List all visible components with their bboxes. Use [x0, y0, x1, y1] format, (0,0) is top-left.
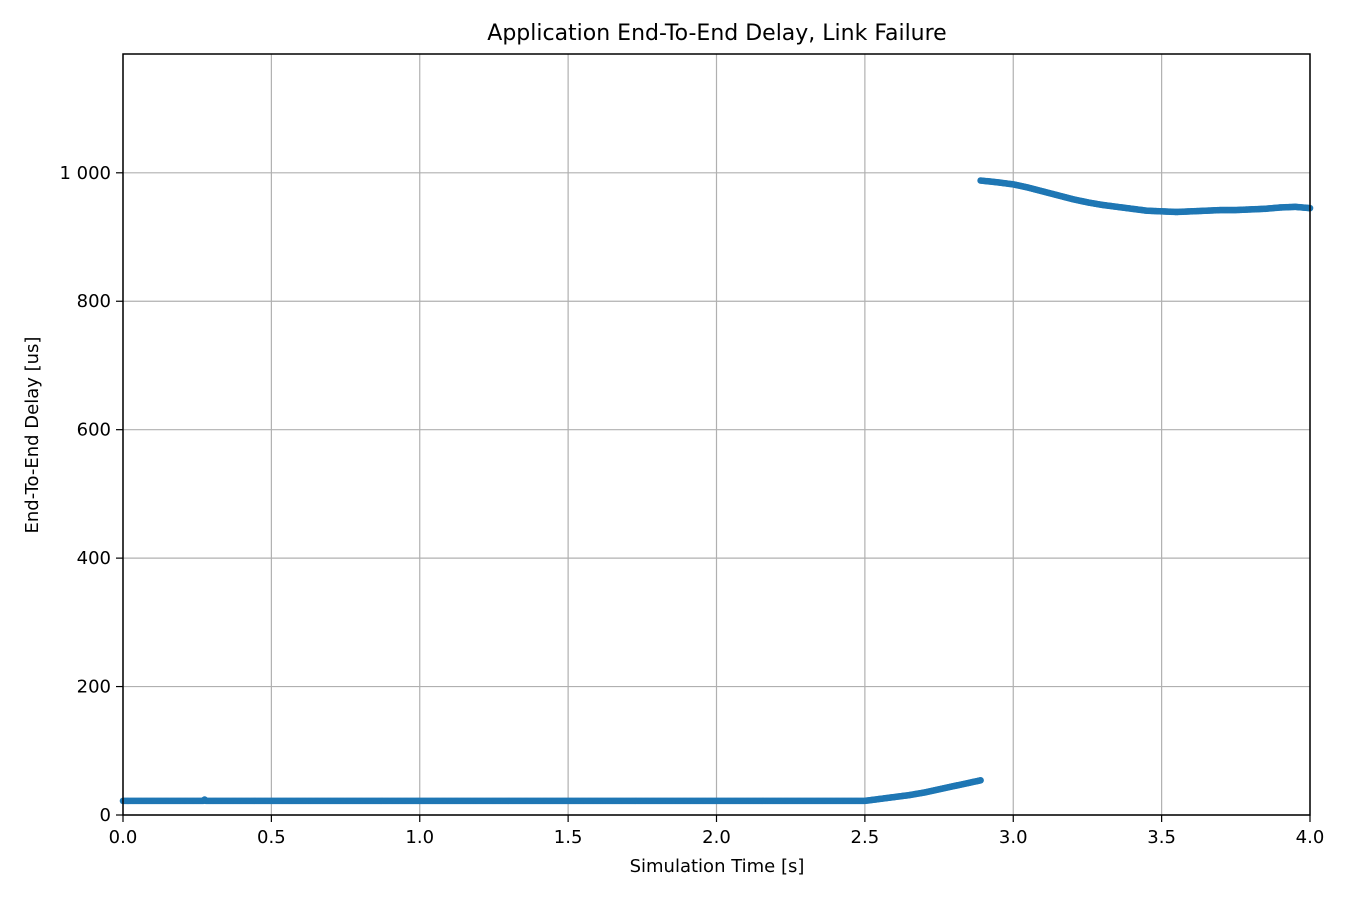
x-tick-label: 1.0	[405, 827, 434, 848]
y-axis-label: End-To-End Delay [us]	[22, 337, 43, 534]
x-tick-label: 3.0	[999, 827, 1028, 848]
x-tick-label: 0.0	[109, 827, 138, 848]
x-tick-label: 1.5	[554, 827, 583, 848]
x-tick-label: 2.5	[851, 827, 880, 848]
y-tick-label: 200	[77, 677, 111, 698]
x-tick-label: 0.5	[257, 827, 286, 848]
y-tick-label: 0	[100, 805, 111, 826]
x-axis-label: Simulation Time [s]	[630, 856, 805, 877]
chart-title: Application End-To-End Delay, Link Failu…	[487, 21, 946, 46]
x-tick-label: 2.0	[702, 827, 731, 848]
y-tick-label: 400	[77, 548, 111, 569]
x-tick-label: 4.0	[1296, 827, 1325, 848]
x-tick-label: 3.5	[1147, 827, 1176, 848]
y-tick-label: 600	[77, 420, 111, 441]
y-tick-label: 1 000	[59, 163, 111, 184]
data-point	[977, 777, 984, 784]
y-tick-label: 800	[77, 291, 111, 312]
